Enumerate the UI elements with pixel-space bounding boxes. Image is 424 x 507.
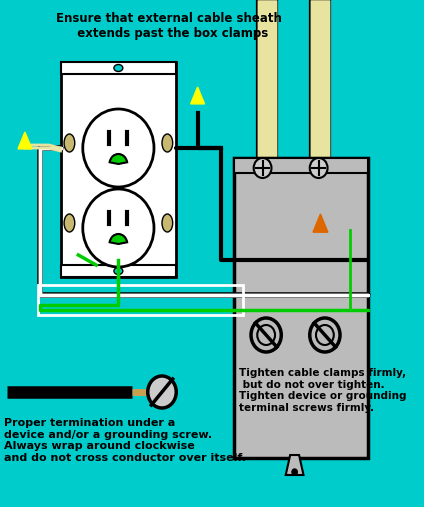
Circle shape xyxy=(148,376,176,408)
Circle shape xyxy=(310,158,328,178)
Circle shape xyxy=(254,158,271,178)
Polygon shape xyxy=(313,214,328,232)
Ellipse shape xyxy=(162,134,173,152)
Circle shape xyxy=(251,318,281,352)
Wedge shape xyxy=(110,154,127,164)
Ellipse shape xyxy=(114,64,123,71)
Text: Ensure that external cable sheath
  extends past the box clamps: Ensure that external cable sheath extend… xyxy=(56,12,282,40)
Ellipse shape xyxy=(162,214,173,232)
Bar xyxy=(234,158,368,458)
Bar xyxy=(61,265,176,277)
Ellipse shape xyxy=(64,134,75,152)
Bar xyxy=(61,62,176,74)
Text: Proper termination under a
device and/or a grounding screw.
Always wrap around c: Proper termination under a device and/or… xyxy=(4,418,246,463)
Polygon shape xyxy=(191,87,204,104)
Polygon shape xyxy=(18,132,32,149)
Bar xyxy=(38,285,243,315)
Circle shape xyxy=(310,318,340,352)
Ellipse shape xyxy=(83,189,154,267)
Ellipse shape xyxy=(114,268,123,274)
Circle shape xyxy=(292,469,297,475)
Ellipse shape xyxy=(83,109,154,187)
Text: Tighten cable clamps firmly,
 but do not over tighten.
Tighten device or groundi: Tighten cable clamps firmly, but do not … xyxy=(239,368,406,413)
Bar xyxy=(234,158,368,173)
Polygon shape xyxy=(286,455,304,475)
Wedge shape xyxy=(110,234,127,244)
Ellipse shape xyxy=(64,214,75,232)
Bar xyxy=(61,62,176,277)
